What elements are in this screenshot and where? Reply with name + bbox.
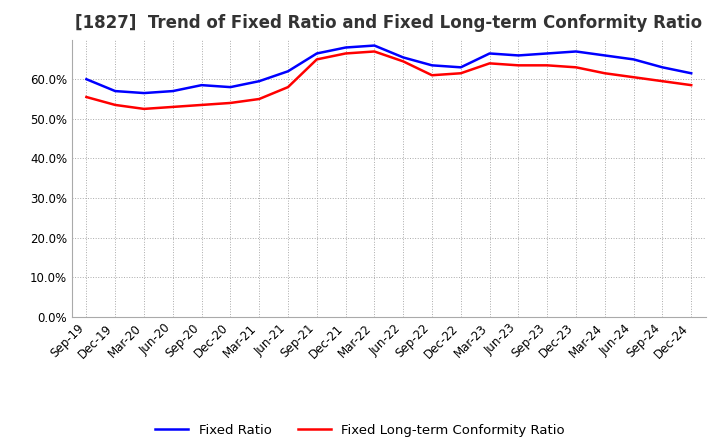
Fixed Ratio xyxy=(226,84,235,90)
Fixed Ratio xyxy=(543,51,552,56)
Title: [1827]  Trend of Fixed Ratio and Fixed Long-term Conformity Ratio: [1827] Trend of Fixed Ratio and Fixed Lo… xyxy=(75,15,703,33)
Fixed Ratio xyxy=(284,69,292,74)
Legend: Fixed Ratio, Fixed Long-term Conformity Ratio: Fixed Ratio, Fixed Long-term Conformity … xyxy=(150,418,570,440)
Fixed Long-term Conformity Ratio xyxy=(284,84,292,90)
Fixed Ratio xyxy=(197,82,206,88)
Fixed Ratio xyxy=(687,70,696,76)
Fixed Long-term Conformity Ratio xyxy=(197,102,206,107)
Fixed Long-term Conformity Ratio xyxy=(168,104,177,110)
Fixed Ratio xyxy=(658,65,667,70)
Fixed Long-term Conformity Ratio xyxy=(629,74,638,80)
Fixed Ratio xyxy=(629,57,638,62)
Fixed Long-term Conformity Ratio xyxy=(399,59,408,64)
Fixed Ratio xyxy=(255,78,264,84)
Fixed Long-term Conformity Ratio xyxy=(255,96,264,102)
Fixed Long-term Conformity Ratio xyxy=(140,106,148,111)
Fixed Long-term Conformity Ratio xyxy=(312,57,321,62)
Fixed Long-term Conformity Ratio xyxy=(600,70,609,76)
Fixed Long-term Conformity Ratio xyxy=(456,70,465,76)
Fixed Long-term Conformity Ratio xyxy=(428,73,436,78)
Fixed Long-term Conformity Ratio xyxy=(341,51,350,56)
Fixed Ratio xyxy=(370,43,379,48)
Fixed Long-term Conformity Ratio xyxy=(687,82,696,88)
Fixed Ratio xyxy=(428,62,436,68)
Line: Fixed Long-term Conformity Ratio: Fixed Long-term Conformity Ratio xyxy=(86,51,691,109)
Fixed Ratio xyxy=(312,51,321,56)
Fixed Long-term Conformity Ratio xyxy=(485,61,494,66)
Fixed Ratio xyxy=(140,90,148,95)
Fixed Long-term Conformity Ratio xyxy=(514,62,523,68)
Fixed Long-term Conformity Ratio xyxy=(111,102,120,107)
Fixed Ratio xyxy=(485,51,494,56)
Fixed Long-term Conformity Ratio xyxy=(82,94,91,99)
Fixed Ratio xyxy=(456,65,465,70)
Fixed Ratio xyxy=(572,49,580,54)
Fixed Long-term Conformity Ratio xyxy=(572,65,580,70)
Fixed Ratio xyxy=(341,45,350,50)
Fixed Ratio xyxy=(600,53,609,58)
Line: Fixed Ratio: Fixed Ratio xyxy=(86,45,691,93)
Fixed Ratio xyxy=(168,88,177,94)
Fixed Ratio xyxy=(111,88,120,94)
Fixed Long-term Conformity Ratio xyxy=(370,49,379,54)
Fixed Ratio xyxy=(82,77,91,82)
Fixed Long-term Conformity Ratio xyxy=(226,100,235,106)
Fixed Long-term Conformity Ratio xyxy=(543,62,552,68)
Fixed Long-term Conformity Ratio xyxy=(658,78,667,84)
Fixed Ratio xyxy=(514,53,523,58)
Fixed Ratio xyxy=(399,55,408,60)
